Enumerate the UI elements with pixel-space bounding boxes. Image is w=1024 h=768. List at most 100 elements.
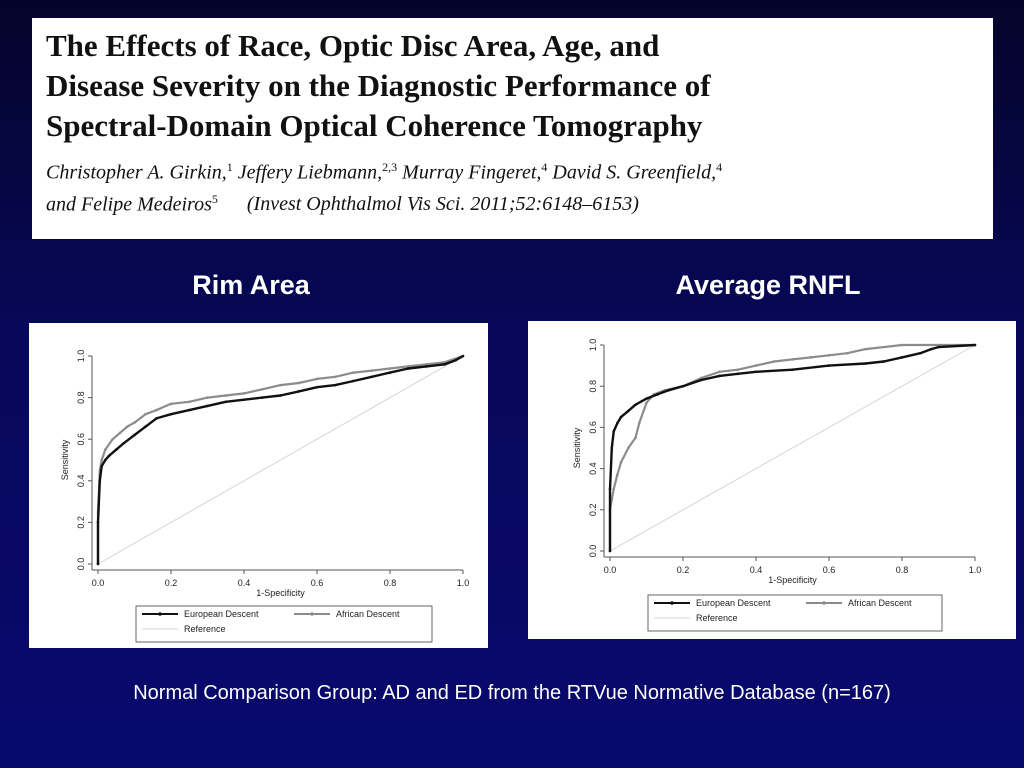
- legend-label: European Descent: [184, 609, 259, 619]
- european-descent-point: [352, 379, 355, 383]
- legend-marker: [822, 601, 826, 605]
- african-descent-point: [206, 396, 209, 399]
- european-descent-point: [187, 408, 191, 412]
- x-tick-label: 0.2: [165, 578, 178, 588]
- x-tick-label: 0.4: [750, 565, 763, 575]
- european-descent-point: [443, 363, 447, 366]
- european-descent-point: [754, 370, 758, 374]
- average-rnfl-roc-plot: 0.0 0.2 0.4 0.6 0.8 1.0 0.0 0.2 0.4 0.6 0.8 1.0 1-Sp…: [572, 339, 981, 632]
- legend-label: Reference: [184, 624, 226, 634]
- african-descent-point: [406, 365, 410, 368]
- european-descent-point: [616, 421, 619, 425]
- left-chart-heading: Rim Area: [192, 270, 310, 300]
- european-descent-point: [608, 549, 612, 553]
- european-descent-point: [406, 367, 410, 370]
- european-descent-point: [736, 372, 740, 376]
- legend-marker: [158, 612, 162, 616]
- x-tick-label: 0.0: [92, 578, 105, 588]
- y-tick-label: 0.4: [76, 475, 86, 488]
- x-axis-label: 1-Specificity: [256, 588, 305, 598]
- paper-title-line: Disease Severity on the Diagnostic Perfo…: [46, 68, 711, 103]
- african-descent-point: [260, 387, 264, 391]
- european-descent-point: [864, 362, 867, 365]
- african-descent-point: [612, 487, 615, 491]
- y-tick-label: 1.0: [76, 350, 86, 363]
- african-descent-point: [736, 368, 740, 372]
- european-descent-point: [96, 562, 100, 566]
- european-descent-point: [699, 378, 703, 382]
- legend-label: African Descent: [336, 609, 400, 619]
- author-line-2: and Felipe Medeiros5 (Invest Ophthalmol …: [46, 186, 979, 218]
- legend-box: [647, 594, 943, 632]
- african-descent-point: [111, 437, 114, 441]
- african-descent-point: [279, 383, 282, 387]
- african-descent-point: [352, 371, 355, 374]
- african-descent-point: [845, 351, 849, 355]
- european-descent-point: [388, 371, 392, 374]
- european-descent-point: [169, 412, 173, 416]
- european-descent-point: [107, 454, 111, 458]
- african-descent-point: [425, 363, 428, 366]
- european-descent-point: [100, 464, 103, 468]
- y-tick-label: 0.4: [588, 462, 598, 475]
- african-descent-point: [370, 369, 374, 372]
- x-tick-label: 0.2: [677, 565, 690, 575]
- african-descent-point: [626, 446, 630, 450]
- y-axis-label: Sensitivity: [572, 427, 582, 468]
- european-descent-point: [626, 409, 630, 413]
- african-descent-point: [900, 343, 904, 347]
- african-descent-point: [637, 421, 641, 425]
- european-descent-point: [610, 446, 614, 450]
- african-descent-point: [619, 461, 623, 464]
- african-descent-point: [718, 370, 721, 374]
- african-descent-point: [791, 358, 794, 361]
- paper-title-line: The Effects of Race, Optic Disc Area, Ag…: [46, 28, 660, 63]
- rim-area-chart: 0.0 0.2 0.4 0.6 0.8 1.0 0.0 0.2 0.4 0.6 0.8 1.0 1-Sp…: [29, 323, 488, 648]
- european-descent-point: [333, 383, 337, 387]
- european-descent-point: [612, 430, 615, 433]
- african-descent-point: [864, 347, 867, 351]
- european-descent-point: [454, 358, 458, 362]
- paper-title: The Effects of Race, Optic Disc Area, Ag…: [46, 26, 979, 146]
- reference-line: [97, 355, 464, 565]
- european-descent-point: [206, 404, 209, 408]
- african-descent-point: [645, 401, 648, 404]
- y-tick-label: 0.0: [76, 558, 86, 571]
- x-tick-label: 0.6: [311, 578, 324, 588]
- author-name: David S. Greenfield,: [552, 161, 717, 184]
- x-tick-label: 0.0: [604, 565, 617, 575]
- european-descent-point: [608, 487, 612, 491]
- y-tick-label: 0.2: [76, 516, 86, 529]
- right-chart-heading: Average RNFL: [675, 270, 861, 300]
- y-tick-label: 0.0: [588, 545, 598, 558]
- european-descent-point: [297, 390, 301, 393]
- african-descent-point: [297, 381, 301, 385]
- african-descent-point: [100, 458, 103, 462]
- legend-box: [135, 605, 433, 643]
- european-descent-point: [242, 398, 246, 401]
- african-descent-point: [118, 431, 122, 435]
- european-descent-point: [619, 415, 623, 419]
- african-descent-point: [104, 448, 107, 451]
- european-descent-point: [900, 356, 904, 359]
- legend-label: Reference: [696, 613, 738, 623]
- european-descent-point: [279, 394, 282, 397]
- author-affiliation: 4: [716, 160, 723, 174]
- european-descent-point: [98, 479, 102, 483]
- european-descent-point: [973, 343, 977, 347]
- legend-label: African Descent: [848, 598, 912, 608]
- african-descent-point: [388, 367, 392, 370]
- y-tick-label: 0.2: [588, 504, 598, 517]
- y-tick-label: 0.6: [76, 433, 86, 446]
- reference-line: [609, 344, 976, 552]
- african-descent-point: [699, 376, 703, 380]
- european-descent-point: [104, 458, 107, 462]
- x-tick-label: 1.0: [457, 578, 470, 588]
- european-descent-point: [224, 400, 228, 404]
- european-descent-point: [96, 521, 100, 524]
- african-descent-point: [772, 360, 776, 363]
- european-descent-point: [681, 384, 685, 388]
- paper-authors: Christopher A. Girkin,1 Jeffery Liebmann…: [46, 154, 979, 217]
- european-descent-point: [155, 417, 158, 420]
- european-descent-point: [133, 433, 136, 437]
